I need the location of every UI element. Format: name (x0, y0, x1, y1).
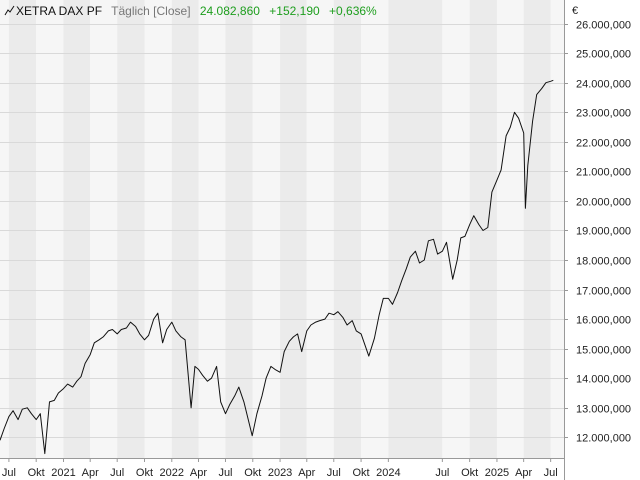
time-band (550, 0, 564, 458)
y-axis-unit: € (572, 5, 578, 17)
time-band (144, 0, 172, 458)
svg-text:XETRA DAX PF Täglich [Cl: XETRA DAX PF Täglich [Close] 24.082,860 … (16, 4, 377, 18)
x-tick-label: Apr (82, 467, 99, 479)
y-tick-label: 26.000,000 (576, 20, 631, 32)
time-band (0, 0, 9, 458)
y-tick-label: 23.000,000 (576, 108, 631, 120)
x-tick-label: Okt (136, 467, 153, 479)
y-tick-label: 20.000,000 (576, 197, 631, 209)
time-bands (0, 0, 564, 458)
x-tick-label: Jul (218, 467, 232, 479)
x-tick-label: Okt (244, 467, 261, 479)
y-tick-label: 15.000,000 (576, 345, 631, 357)
time-band (36, 0, 64, 458)
x-tick-label: Apr (515, 467, 532, 479)
x-tick-label: Apr (298, 467, 315, 479)
grid-lines (0, 24, 564, 438)
y-tick-label: 25.000,000 (576, 49, 631, 61)
series-line (0, 79, 554, 455)
y-tick-label: 13.000,000 (576, 404, 631, 416)
x-tick-label: Jul (435, 467, 449, 479)
x-tick-label: Okt (461, 467, 478, 479)
chart-header[interactable]: XETRA DAX PF Täglich [Close] 24.082,860 … (4, 4, 377, 18)
x-tick-label: 2025 (485, 467, 509, 479)
x-tick-label: 2022 (160, 467, 184, 479)
time-band (523, 0, 551, 458)
y-tick-label: 21.000,000 (576, 167, 631, 179)
time-band (252, 0, 281, 458)
time-band (306, 0, 334, 458)
x-tick-label: 2023 (268, 467, 292, 479)
y-tick-label: 18.000,000 (576, 256, 631, 268)
time-band (225, 0, 253, 458)
y-tick-label: 14.000,000 (576, 374, 631, 386)
y-tick-label: 19.000,000 (576, 226, 631, 238)
series-layer (0, 79, 554, 455)
time-band (8, 0, 37, 458)
time-band (469, 0, 497, 458)
y-tick-label: 16.000,000 (576, 315, 631, 327)
price-change-percent: +0,636% (329, 4, 377, 18)
x-tick-label: Okt (28, 467, 45, 479)
time-band (496, 0, 524, 458)
y-tick-label: 22.000,000 (576, 138, 631, 150)
x-tick-label: Okt (353, 467, 370, 479)
y-tick-label: 12.000,000 (576, 433, 631, 445)
time-band (361, 0, 389, 458)
symbol-name: XETRA DAX PF (16, 4, 102, 18)
x-tick-label: Jul (110, 467, 124, 479)
time-band (198, 0, 226, 458)
x-tick-label: Jul (544, 467, 558, 479)
time-band (171, 0, 199, 458)
last-price: 24.082,860 (200, 4, 260, 18)
x-tick-label: Jul (2, 467, 16, 479)
time-band (90, 0, 118, 458)
x-tick-label: 2021 (51, 467, 75, 479)
interval-label: Täglich [Close] (111, 4, 190, 18)
time-band (442, 0, 470, 458)
x-tick-label: 2024 (376, 467, 400, 479)
line-chart-icon (4, 5, 15, 16)
time-band (117, 0, 145, 458)
y-axis: 12.000,000 13.000,000 14.000,000 15.000,000… (564, 20, 631, 445)
price-change: +152,190 (269, 4, 320, 18)
x-tick-label: Jul (327, 467, 341, 479)
time-band (388, 0, 443, 458)
y-tick-label: 24.000,000 (576, 79, 631, 91)
time-band (333, 0, 362, 458)
time-band (63, 0, 91, 458)
x-tick-label: Apr (190, 467, 207, 479)
x-axis: Jul Okt 2021 Apr Jul Okt 2022 Apr Jul Okt 2023 Apr J… (2, 458, 558, 479)
time-band (280, 0, 307, 458)
y-tick-label: 17.000,000 (576, 286, 631, 298)
